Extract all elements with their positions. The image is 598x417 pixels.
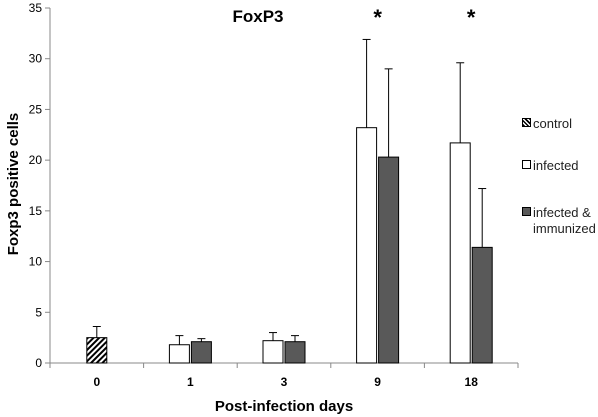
bar-infected [168, 344, 190, 364]
y-tick-label: 5 [35, 305, 42, 319]
bar-infected-immunized [284, 341, 306, 364]
y-tick-label: 30 [29, 52, 43, 66]
bar-infected [356, 127, 378, 364]
significance-marker: * [467, 5, 476, 30]
chart-title: FoxP3 [232, 7, 283, 26]
bar-infected-immunized [471, 246, 493, 364]
y-tick-label: 25 [29, 102, 43, 116]
bar-control [86, 337, 108, 364]
significance-marker: * [373, 5, 382, 30]
y-axis-title: Foxp3 positive cells [5, 113, 22, 256]
bar-infected [449, 142, 471, 364]
legend: control infected infected & immunized [522, 0, 598, 417]
bar-infected-immunized [190, 341, 212, 364]
x-tick-label: 18 [465, 375, 479, 389]
y-tick-label: 15 [29, 204, 43, 218]
legend-label-control: control [533, 116, 573, 131]
x-tick-label: 0 [93, 375, 100, 389]
x-tick-label: 9 [374, 375, 381, 389]
bar-infected [262, 340, 284, 364]
legend-swatch-infected-immunized [522, 207, 531, 216]
x-tick-label: 1 [187, 375, 194, 389]
legend-swatch-control [522, 118, 531, 127]
legend-item-infected: infected [522, 158, 579, 174]
legend-item-control: control [522, 116, 572, 132]
legend-label-infected-immunized: infected & immunized [533, 205, 596, 236]
y-tick-label: 10 [29, 255, 43, 269]
x-tick-label: 3 [281, 375, 288, 389]
plot-area: 0 5 10 15 20 25 30 35 0 1 3 9 18 * * [29, 1, 519, 389]
bar-infected-immunized [378, 156, 400, 364]
x-axis-title: Post-infection days [215, 398, 353, 415]
y-tick-label: 35 [29, 1, 43, 15]
legend-item-infected-immunized: infected & immunized [522, 205, 596, 237]
legend-label-infected: infected [533, 158, 579, 173]
y-tick-label: 20 [29, 153, 43, 167]
legend-swatch-infected [522, 160, 531, 169]
y-tick-label: 0 [35, 356, 42, 370]
